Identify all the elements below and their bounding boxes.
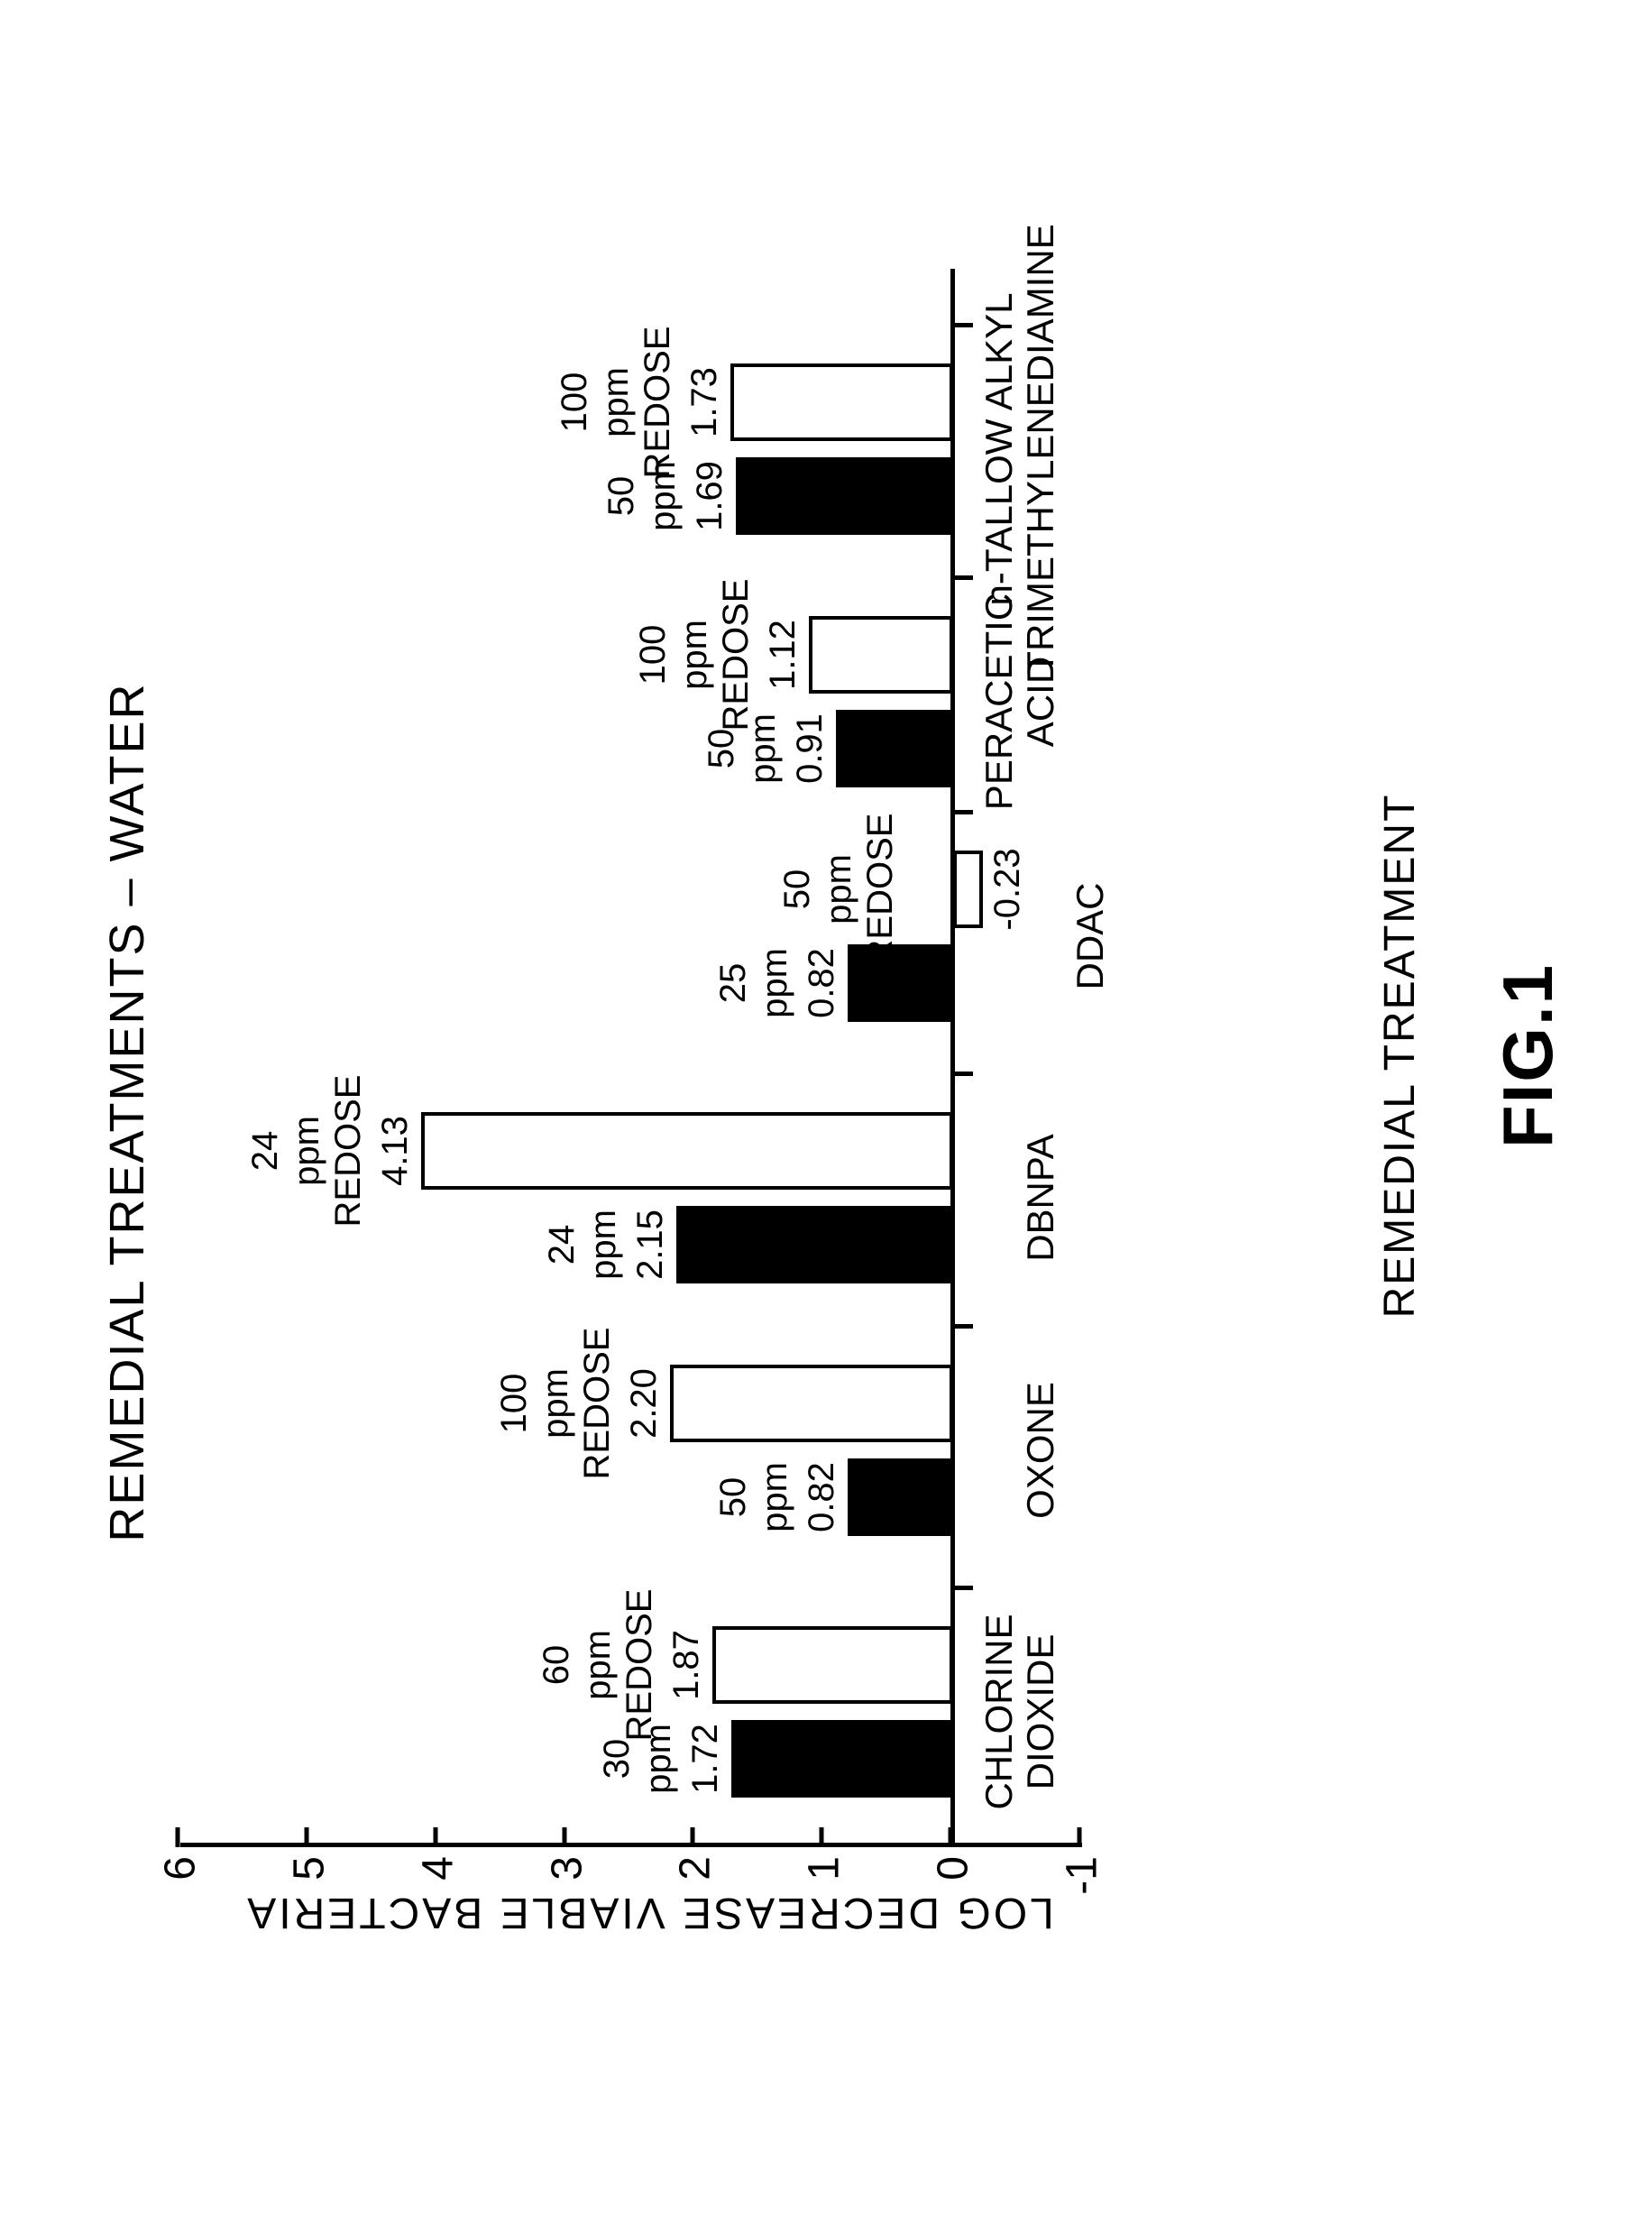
x-axis-label: REMEDIAL TREATMENT <box>1375 269 1425 1843</box>
y-tick-mark <box>691 1827 695 1847</box>
bar <box>953 851 983 928</box>
group-tick <box>953 810 973 814</box>
bar-value-label: 2.15 <box>630 1210 671 1280</box>
rotated-canvas: REMEDIAL TREATMENTS – WATER LOG DECREASE… <box>0 0 1652 2226</box>
bar <box>731 1720 953 1798</box>
bar-value-label: 1.87 <box>666 1630 707 1700</box>
y-tick-mark <box>433 1827 437 1847</box>
dose-label: 60ppmREDOSE <box>536 1589 660 1742</box>
bar-value-label: 2.20 <box>624 1368 665 1439</box>
y-tick-label: 1 <box>800 1856 849 1906</box>
y-tick-label: 6 <box>156 1856 206 1906</box>
dose-label: 100ppmREDOSE <box>554 327 678 479</box>
bar-value-label: 1.72 <box>685 1724 726 1794</box>
y-tick-label: 5 <box>284 1856 334 1906</box>
bar <box>809 616 953 694</box>
group-tick <box>953 323 973 327</box>
bar-value-label: 4.13 <box>375 1116 416 1186</box>
bar-value-label: -0.23 <box>987 848 1028 930</box>
bar <box>670 1365 953 1442</box>
dose-label: 100ppmREDOSE <box>493 1328 618 1480</box>
y-tick-mark <box>949 1827 953 1847</box>
bar <box>730 363 953 441</box>
bar <box>676 1206 953 1283</box>
figure-label: FIG.1 <box>1487 269 1569 1843</box>
bar-value-label: 0.91 <box>790 713 831 784</box>
group-tick <box>953 1072 973 1076</box>
bar-value-label: 1.69 <box>690 461 730 531</box>
group-tick <box>953 575 973 580</box>
category-label: CHLORINEDIOXIDE <box>978 1614 1061 1809</box>
bar <box>421 1112 953 1190</box>
dose-label: 24ppmREDOSE <box>244 1075 369 1228</box>
y-tick-label: 3 <box>542 1856 592 1906</box>
y-tick-mark <box>304 1827 308 1847</box>
chart-title: REMEDIAL TREATMENTS – WATER <box>99 233 155 1991</box>
bar-value-label: 1.73 <box>684 367 725 437</box>
bar-value-label: 1.12 <box>763 620 803 690</box>
category-label: DDAC <box>1069 882 1111 989</box>
category-label: n-TALLOW ALKYLTRIMETHYLENEDIAMINE <box>978 224 1061 674</box>
bar <box>836 710 953 787</box>
y-tick-mark <box>1078 1827 1082 1847</box>
bar <box>848 1458 953 1536</box>
bar <box>712 1626 953 1704</box>
y-tick-label: 4 <box>413 1856 463 1906</box>
plot-area: REMEDIAL TREATMENT FIG.1 -10123456CHLORI… <box>180 269 1082 1847</box>
y-tick-label: 2 <box>671 1856 720 1906</box>
y-tick-mark <box>176 1827 180 1847</box>
dose-label: 50ppm <box>712 1462 795 1532</box>
group-tick <box>953 1586 973 1590</box>
category-label: OXONE <box>1020 1382 1061 1519</box>
y-tick-mark <box>562 1827 566 1847</box>
dose-label: 50ppmREDOSE <box>776 814 901 966</box>
dose-label: 24ppm <box>541 1210 624 1280</box>
category-label: DBNPA <box>1020 1134 1061 1262</box>
y-tick-label: -1 <box>1058 1856 1107 1906</box>
group-tick <box>953 1324 973 1329</box>
dose-label: 100ppmREDOSE <box>632 579 757 731</box>
y-tick-mark <box>820 1827 824 1847</box>
chart-container: REMEDIAL TREATMENTS – WATER LOG DECREASE… <box>108 233 1280 1991</box>
bar <box>736 457 953 535</box>
bar-value-label: 0.82 <box>802 1462 842 1532</box>
y-tick-label: 0 <box>929 1856 978 1906</box>
